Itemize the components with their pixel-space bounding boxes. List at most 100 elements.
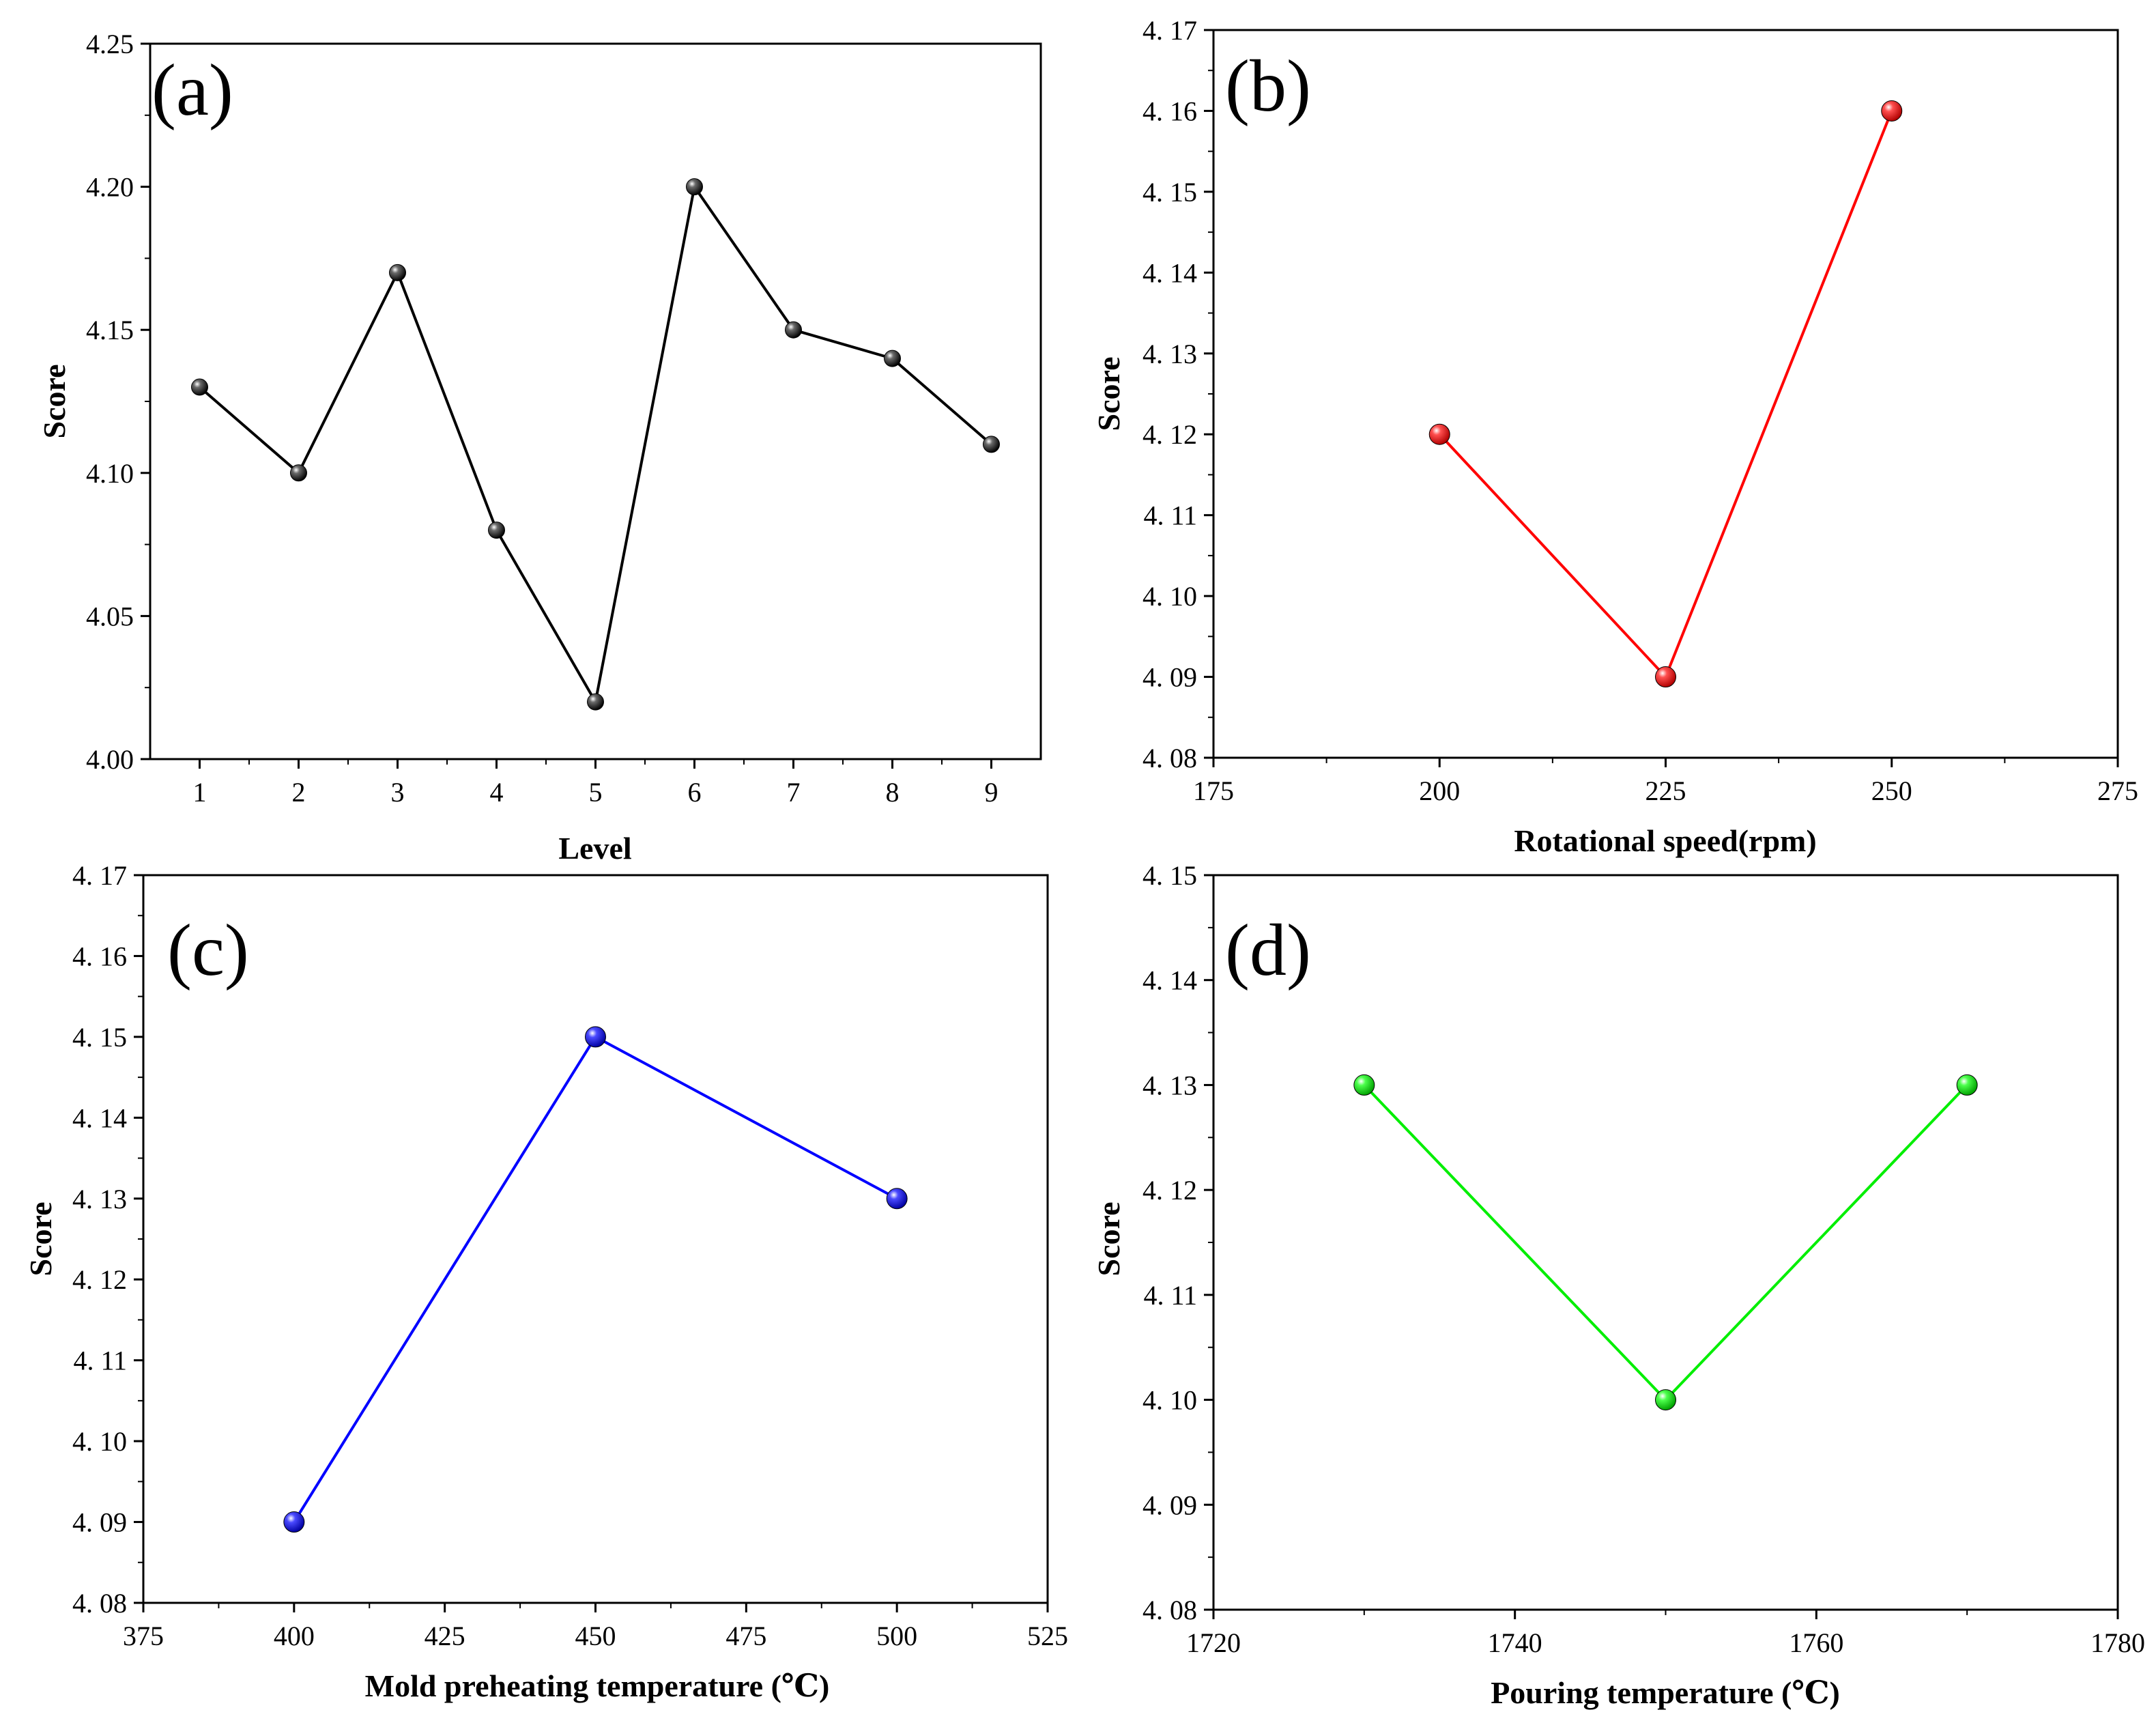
panel-b-xtick-label: 175: [1193, 775, 1234, 806]
panel-d-ytick-label: 4. 08: [1142, 1595, 1197, 1625]
panel-c-xtick-label: 525: [1027, 1621, 1068, 1651]
panel-c-ytick-label: 4. 11: [73, 1345, 127, 1376]
panel-c-letter: (c): [167, 910, 249, 991]
panel-a-xtick-label: 3: [391, 777, 405, 808]
panel-a-data-point: [290, 464, 307, 482]
panel-d: 1720 1740 1760 1780 4. 08 4. 09 4. 10 4. 11 4. 1…: [1091, 860, 2145, 1710]
panel-a-xlabel: Level: [558, 831, 631, 866]
panel-a-ytick-label: 4.20: [86, 172, 134, 203]
panel-b-series: [1428, 100, 1903, 688]
panel-d-ylabel: Score: [1091, 1201, 1126, 1276]
panel-d-ytick-label: 4. 09: [1142, 1490, 1197, 1520]
panel-c-xtick-label: 475: [725, 1621, 766, 1651]
panel-a-data-point: [389, 264, 406, 281]
panel-a-xtick-label: 2: [292, 777, 306, 808]
panel-a-ytick-label: 4.10: [86, 458, 134, 489]
panel-a-ylabel: Score: [37, 364, 72, 438]
panel-d-ytick-label: 4. 13: [1142, 1070, 1197, 1100]
panel-c-xlabel: Mold preheating temperature (℃): [365, 1668, 830, 1703]
panel-d-data-point: [1655, 1389, 1676, 1411]
panel-b-xtick-label: 250: [1871, 775, 1912, 806]
panel-c-xtick-label: 400: [274, 1621, 315, 1651]
panel-a-data-point: [587, 693, 604, 711]
panel-b-ytick-label: 4. 08: [1142, 743, 1197, 773]
panel-a-xtick-label: 7: [787, 777, 801, 808]
panel-a-ytick-label: 4.15: [86, 315, 134, 345]
panel-d-data-point: [1353, 1074, 1375, 1096]
panel-d-ytick-label: 4. 11: [1143, 1280, 1197, 1311]
panel-c-xtick-label: 375: [123, 1621, 164, 1651]
panel-c-ytick-label: 4. 09: [72, 1507, 127, 1538]
panel-b-data-point: [1428, 423, 1450, 445]
panel-b: 175 200 225 250 275 4. 08 4. 09 4. 10 4. 11 4. 12…: [1091, 15, 2138, 858]
panel-d-data-point: [1956, 1074, 1978, 1096]
panel-b-xtick-label: 275: [2097, 775, 2138, 806]
panel-a: 1 2 3 4 5 6 7 8 9 4.00 4.05 4.10 4.15 4.20 4.25 (a) Le…: [37, 29, 1042, 866]
panel-c-ticks: 375 400 425 450 475 500 525 4. 08 4. 09 4. 10 4. 1…: [72, 860, 1068, 1651]
panel-a-xtick-label: 6: [688, 777, 702, 808]
panel-c-ytick-label: 4. 12: [72, 1264, 127, 1295]
panel-c-xtick-label: 425: [425, 1621, 465, 1651]
panel-b-xtick-label: 200: [1419, 775, 1460, 806]
panel-b-xlabel: Rotational speed(rpm): [1514, 823, 1816, 858]
panel-c-series: [283, 1026, 908, 1533]
panel-d-xlabel: Pouring temperature (℃): [1491, 1675, 1840, 1710]
panel-c-ylabel: Score: [23, 1201, 58, 1276]
panel-b-xtick-label: 225: [1645, 775, 1686, 806]
panel-a-data-point: [686, 178, 703, 196]
panel-b-ytick-label: 4. 09: [1142, 662, 1197, 693]
panel-b-ytick-label: 4. 15: [1142, 177, 1197, 208]
panel-a-data-point: [983, 436, 1000, 453]
panel-a-data-point: [488, 522, 505, 539]
panel-c-series-line: [293, 1035, 898, 1523]
panel-c-ytick-label: 4. 14: [72, 1102, 127, 1133]
panel-c-ytick-label: 4. 13: [72, 1184, 127, 1214]
panel-b-data-point: [1655, 666, 1676, 688]
panel-a-series: [191, 178, 1000, 711]
panel-b-ytick-label: 4. 12: [1142, 419, 1197, 450]
panel-b-ytick-label: 4. 14: [1142, 257, 1197, 288]
panel-a-data-point: [785, 321, 802, 339]
panel-a-xtick-label: 9: [985, 777, 998, 808]
panel-a-ytick-label: 4.25: [86, 29, 134, 59]
panel-b-ticks: 175 200 225 250 275 4. 08 4. 09 4. 10 4. 11 4. 12…: [1142, 15, 2138, 806]
panel-d-ytick-label: 4. 12: [1142, 1175, 1197, 1206]
panel-b-data-point: [1881, 100, 1903, 122]
panel-a-xtick-label: 4: [490, 777, 504, 808]
panel-b-ytick-label: 4. 11: [1143, 500, 1197, 531]
panel-a-xtick-label: 5: [589, 777, 603, 808]
panel-a-ytick-label: 4.00: [86, 744, 134, 775]
panel-a-data-point: [884, 350, 901, 367]
panel-c-data-point: [283, 1511, 305, 1533]
panel-d-series-line: [1363, 1084, 1968, 1401]
panel-a-plot-frame: [149, 42, 1042, 760]
panel-d-ytick-label: 4. 15: [1142, 860, 1197, 891]
panel-d-plot-frame: [1212, 874, 2119, 1611]
panel-a-xtick-label: 8: [886, 777, 900, 808]
panel-b-plot-frame: [1212, 29, 2119, 759]
panel-c-xtick-label: 500: [876, 1621, 917, 1651]
panel-b-ytick-label: 4. 16: [1142, 96, 1197, 126]
panel-a-ytick-label: 4.05: [86, 601, 134, 631]
panel-d-xtick-label: 1780: [2090, 1627, 2145, 1658]
panel-c-ytick-label: 4. 10: [72, 1426, 127, 1457]
panel-a-ticks: 1 2 3 4 5 6 7 8 9 4.00 4.05 4.10 4.15 4.20 4.25: [86, 29, 998, 808]
panel-c-data-point: [886, 1188, 908, 1210]
panel-a-data-point: [191, 378, 208, 396]
panel-c-ytick-label: 4. 15: [72, 1022, 127, 1053]
panel-d-letter: (d): [1225, 910, 1311, 991]
panel-c: 375 400 425 450 475 500 525 4. 08 4. 09 4. 10 4. 1…: [23, 860, 1068, 1703]
panel-a-series-line: [199, 185, 992, 704]
panel-c-ytick-label: 4. 17: [72, 860, 127, 891]
panel-d-ytick-label: 4. 10: [1142, 1385, 1197, 1416]
panel-d-xtick-label: 1720: [1186, 1627, 1241, 1658]
panel-d-ticks: 1720 1740 1760 1780 4. 08 4. 09 4. 10 4. 11 4. 1…: [1142, 860, 2145, 1658]
panel-b-series-line: [1438, 110, 1893, 679]
panel-a-xtick-label: 1: [193, 777, 207, 808]
panel-d-xtick-label: 1740: [1488, 1627, 1542, 1658]
panel-b-ylabel: Score: [1091, 356, 1126, 431]
panel-c-data-point: [585, 1026, 606, 1048]
panel-c-plot-frame: [142, 874, 1049, 1604]
panel-d-xtick-label: 1760: [1789, 1627, 1843, 1658]
